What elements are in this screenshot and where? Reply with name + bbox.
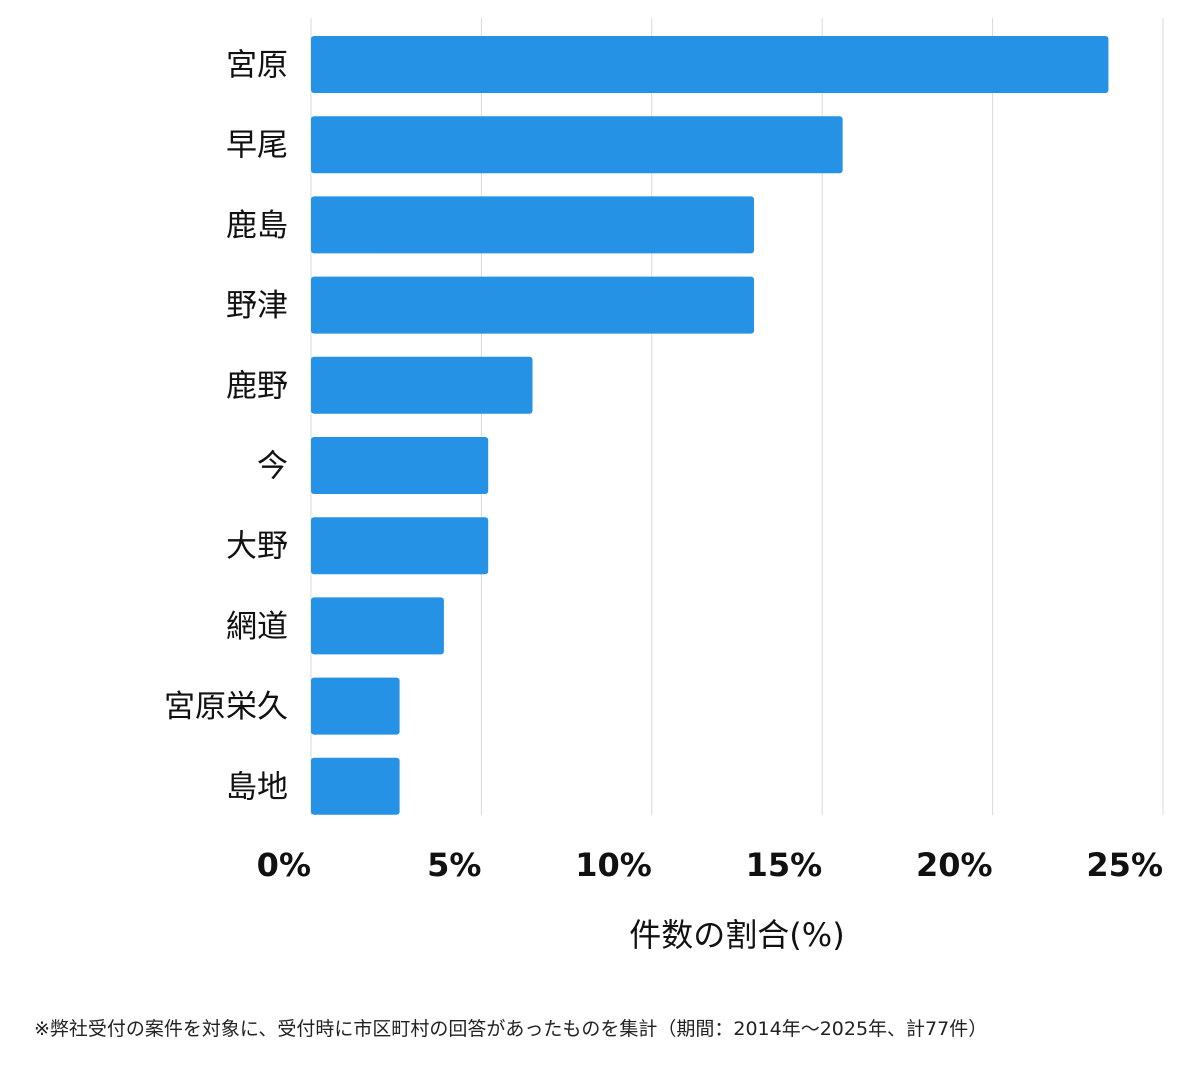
bar [311, 517, 489, 575]
x-tick-labels: 0% 5% 10% 15% 20% 25% [257, 846, 1163, 884]
bar [311, 196, 755, 254]
category-label: 鹿島 [226, 208, 288, 244]
bars [311, 36, 1109, 815]
bar [311, 677, 400, 735]
category-label: 大野 [226, 529, 288, 565]
category-label: 網道 [226, 609, 288, 645]
x-tick-label: 20% [916, 846, 993, 884]
footnote: ※弊社受付の案件を対象に、受付時に市区町村の回答があったものを集計（期間：201… [34, 1018, 988, 1040]
category-label: 今 [257, 449, 288, 485]
x-tick-label: 15% [746, 846, 823, 884]
x-tick-label: 5% [427, 846, 481, 884]
bar [311, 757, 400, 815]
category-label: 野津 [226, 288, 288, 324]
x-tick-label: 25% [1086, 846, 1163, 884]
bar [311, 276, 755, 334]
category-label: 島地 [226, 769, 288, 805]
x-axis-title: 件数の割合(%) [629, 916, 844, 954]
x-tick-label: 10% [575, 846, 652, 884]
bar [311, 356, 533, 414]
bar [311, 116, 843, 174]
bar [311, 437, 489, 494]
x-tick-label: 0% [257, 846, 311, 884]
bar [311, 36, 1109, 93]
category-label: 宮原 [226, 48, 288, 84]
bar [311, 597, 444, 655]
category-label: 早尾 [226, 128, 288, 164]
category-label: 宮原栄久 [164, 689, 288, 725]
category-label: 鹿野 [226, 368, 288, 404]
